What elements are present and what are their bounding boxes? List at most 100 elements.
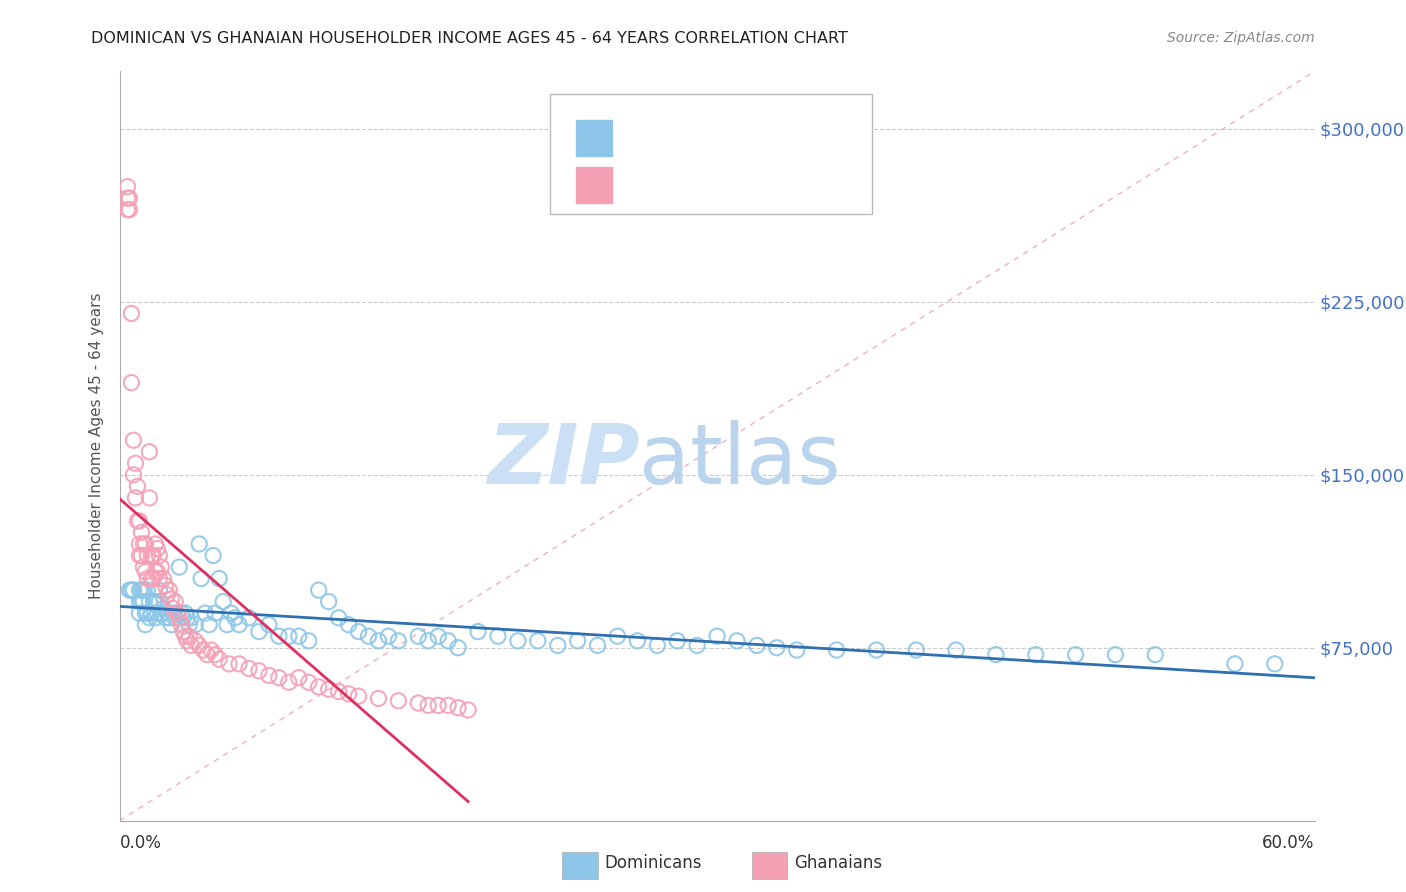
Point [145,594,166,608]
Point [172,611,194,625]
Point [132,537,155,551]
Point [132,594,155,608]
Point [1223,657,1246,671]
Point [131,583,153,598]
Point [1264,657,1286,671]
FancyBboxPatch shape [576,120,612,156]
Point [318,594,340,608]
Point [156,606,179,620]
Point [288,629,311,643]
Point [586,639,609,653]
Point [367,633,389,648]
Point [121,306,143,320]
Point [136,549,159,563]
Point [180,639,202,653]
Text: 0.0%: 0.0% [120,834,162,852]
Point [367,691,389,706]
Point [122,583,145,598]
Point [437,698,460,713]
Point [945,643,967,657]
Point [347,624,370,639]
Point [217,617,239,632]
Point [247,664,270,678]
Point [146,606,169,620]
Point [198,617,221,632]
Point [179,629,201,643]
Y-axis label: Householder Income Ages 45 - 64 years: Householder Income Ages 45 - 64 years [89,293,104,599]
Point [626,633,648,648]
Point [318,682,340,697]
Point [347,689,370,703]
Point [208,572,231,586]
Point [122,434,145,448]
Point [212,594,235,608]
Point [567,633,589,648]
Point [146,541,169,556]
Point [134,565,156,579]
Point [148,583,170,598]
Point [184,617,207,632]
Point [288,671,311,685]
Point [825,643,848,657]
Point [148,549,170,563]
Point [387,694,409,708]
Point [166,606,188,620]
Point [218,657,240,671]
Point [447,700,470,714]
Text: Dominicans: Dominicans [605,855,702,872]
Point [786,643,808,657]
Point [745,639,768,653]
Point [686,639,709,653]
Point [118,583,141,598]
Point [905,643,928,657]
Point [408,696,430,710]
Text: atlas: atlas [640,420,841,501]
Point [408,629,430,643]
Point [1025,648,1047,662]
Point [357,629,380,643]
Point [117,202,139,217]
Text: R = -0.602: R = -0.602 [627,129,725,147]
Point [169,611,191,625]
Text: Source: ZipAtlas.com: Source: ZipAtlas.com [1167,31,1315,45]
Point [141,549,163,563]
Point [124,456,146,470]
Point [148,572,170,586]
Point [257,668,280,682]
Point [267,629,290,643]
Point [238,611,260,625]
Point [121,583,143,598]
Point [160,617,183,632]
Point [170,617,193,632]
FancyBboxPatch shape [550,94,873,214]
Point [337,687,360,701]
Point [176,611,198,625]
Point [118,191,141,205]
Point [725,633,748,648]
Point [387,633,409,648]
Point [224,611,246,625]
Point [277,675,299,690]
Point [136,583,159,598]
Point [238,661,260,675]
Point [128,514,150,528]
Point [200,643,222,657]
Point [1104,648,1126,662]
Point [486,629,509,643]
Point [118,202,141,217]
Point [131,594,153,608]
Point [132,560,155,574]
Point [121,376,143,390]
Point [136,606,159,620]
Point [506,633,529,648]
Point [157,583,180,598]
Point [128,606,150,620]
Point [277,629,299,643]
Point [457,703,479,717]
Point [328,611,350,625]
Point [527,633,550,648]
Point [219,606,242,620]
Point [122,467,145,482]
Point [190,572,212,586]
Point [152,572,174,586]
